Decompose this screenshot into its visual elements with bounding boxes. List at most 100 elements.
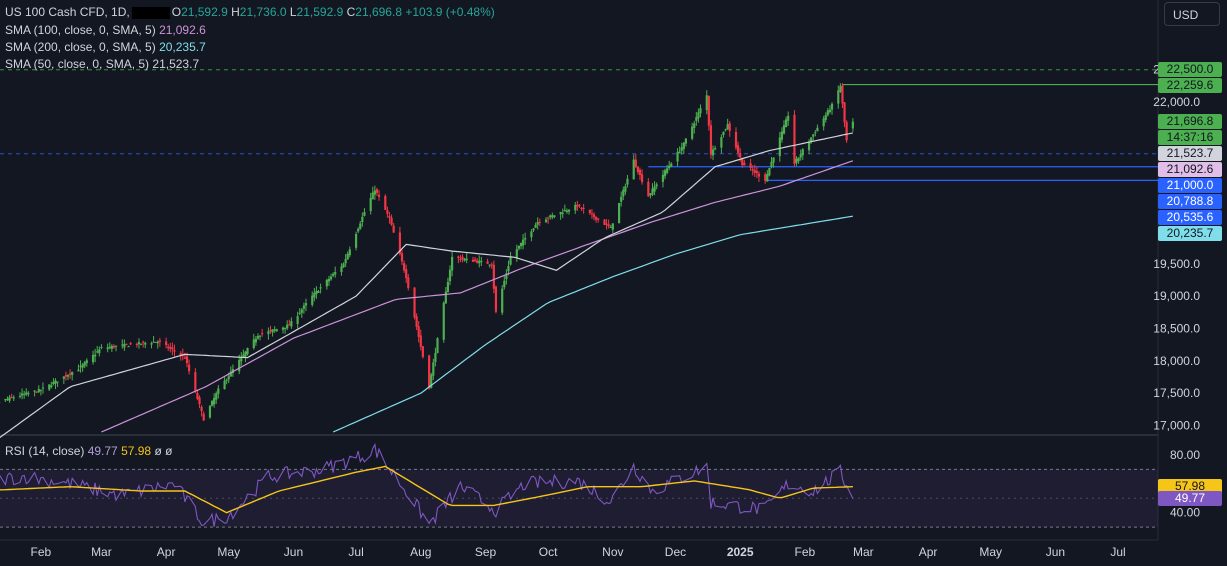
candle-body (121, 344, 124, 346)
candle-body (144, 342, 147, 345)
candle-body (62, 376, 65, 379)
price-label: 20,535.6 (1158, 210, 1222, 226)
change-value: +103.9 (+0.48%) (405, 5, 495, 19)
candle-body (269, 329, 272, 331)
candle-body (726, 124, 729, 130)
time-tick-label: Feb (795, 545, 816, 559)
candle-body (419, 335, 422, 347)
candle-body (812, 134, 815, 137)
sma200-value: 20,235.7 (159, 40, 206, 54)
time-tick-label: Jun (1046, 545, 1065, 559)
time-tick-label: May (979, 545, 1002, 559)
candle-body (561, 212, 564, 214)
candle-body (25, 392, 28, 395)
candle-body (50, 385, 53, 388)
candle-body (553, 215, 556, 217)
candle-body (595, 216, 598, 220)
candle-body (369, 198, 372, 212)
sma50-value: 21,523.7 (152, 57, 200, 71)
candle-body (137, 342, 141, 345)
candle-body (106, 347, 109, 350)
candle-body (334, 272, 337, 275)
candle-body (386, 210, 389, 214)
candle-body (463, 258, 466, 261)
candle-body (680, 147, 683, 151)
rsi-legend[interactable]: RSI (14, close) 49.77 57.98 ø ø (5, 443, 172, 459)
candle-body (54, 380, 57, 384)
sma50-legend[interactable]: SMA (50, close, 0, SMA, 5) 21,523.7 (5, 56, 199, 72)
candle-body (828, 109, 832, 113)
candle-body (48, 384, 51, 390)
candle-body (377, 194, 381, 197)
candle-body (139, 343, 143, 345)
rsi-value: 49.77 (87, 444, 118, 458)
candle-body (559, 211, 562, 215)
time-tick-label: Aug (410, 545, 431, 559)
candle-body (304, 303, 308, 306)
price-tick-label: 18,500.0 (1153, 321, 1200, 335)
candle-body (407, 277, 410, 289)
candle-body (547, 217, 550, 219)
rsi-tick-label: 40.00 (1170, 506, 1200, 520)
price-label: 21,523.7 (1158, 146, 1222, 162)
candle-body (275, 329, 278, 332)
candle-body (670, 163, 673, 167)
close-value: 21,696.8 (355, 5, 402, 19)
candle-body (784, 119, 788, 128)
candle-body (772, 157, 775, 163)
candle-body (501, 288, 504, 313)
candle-body (837, 90, 840, 104)
candle-body (215, 393, 218, 400)
rsi-ma-value: 57.98 (121, 444, 152, 458)
candle-body (165, 341, 168, 345)
candle-body (563, 210, 566, 212)
redaction-block (131, 6, 170, 19)
currency-button[interactable]: USD (1164, 2, 1220, 26)
candle-body (653, 186, 656, 192)
candle-body (298, 312, 301, 314)
candle-body (400, 253, 404, 262)
candle-body (436, 338, 439, 354)
sma100-value: 21,092.6 (159, 23, 206, 37)
candle-body (666, 168, 669, 173)
candle-body (465, 258, 468, 260)
sma100-legend[interactable]: SMA (100, close, 0, SMA, 5) 21,092.6 (5, 22, 206, 38)
candle-body (705, 95, 708, 111)
candle-body (357, 228, 360, 232)
time-tick-label: Apr (919, 545, 938, 559)
candle-body (532, 228, 535, 231)
candle-body (457, 256, 460, 258)
candle-body (801, 149, 804, 156)
candle-body (413, 287, 416, 318)
candle-body (739, 153, 742, 158)
candle-body (185, 356, 189, 364)
candle-body (125, 343, 128, 345)
price-label: 14:37:16 (1158, 130, 1222, 146)
candle-body (100, 347, 103, 349)
price-label: 21,000.0 (1158, 178, 1222, 194)
candle-body (300, 309, 303, 313)
candle-body (517, 245, 521, 249)
candle-body (85, 360, 88, 364)
candle-body (135, 343, 138, 345)
candle-body (576, 204, 579, 207)
sma100-label: SMA (100, close, 0, SMA, 5) (5, 23, 156, 37)
candle-body (640, 174, 644, 183)
candle-body (473, 259, 477, 261)
candle-body (286, 324, 289, 329)
candle-body (35, 391, 38, 393)
candle-body (327, 279, 331, 282)
candle-body (770, 161, 773, 168)
sma200-legend[interactable]: SMA (200, close, 0, SMA, 5) 20,235.7 (5, 39, 206, 55)
candle-body (780, 131, 784, 140)
candle-body (492, 264, 495, 289)
candle-body (626, 178, 629, 185)
candle-body (217, 388, 220, 394)
candle-body (638, 169, 642, 175)
candle-body (246, 348, 249, 355)
candle-body (768, 168, 771, 176)
candle-body (839, 86, 842, 92)
candle-body (617, 202, 621, 224)
candle-body (693, 123, 696, 129)
